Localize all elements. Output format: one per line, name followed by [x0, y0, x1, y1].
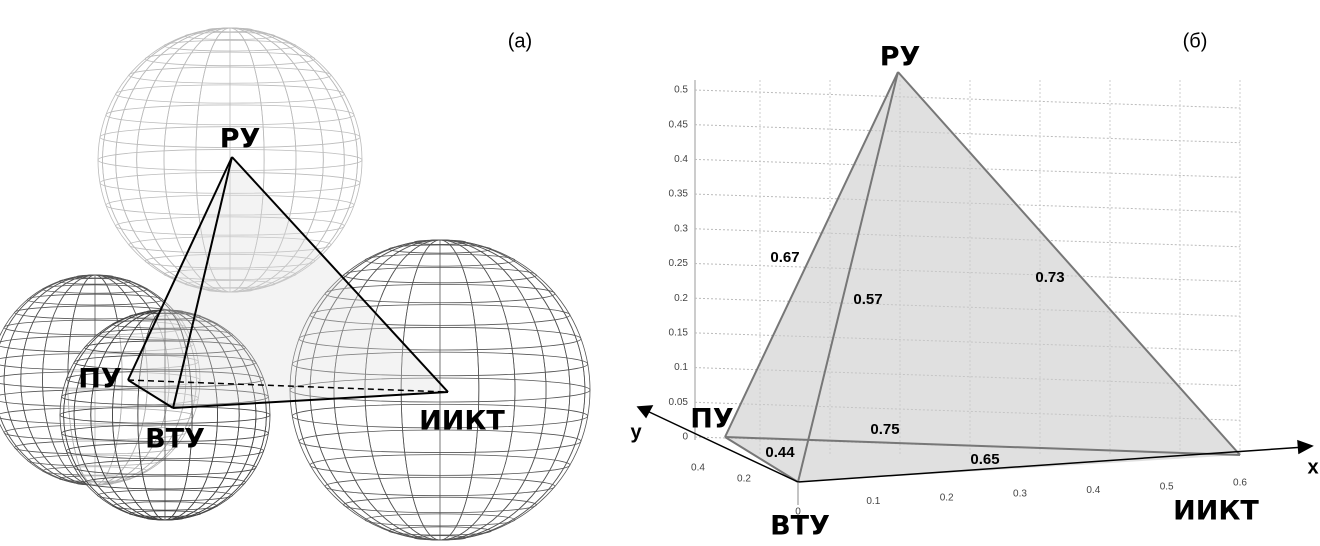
grid-line	[695, 90, 1240, 108]
axis-label: x	[1307, 456, 1318, 478]
edge-label: 0.75	[870, 421, 899, 438]
z-tick-label: 0.45	[669, 119, 689, 130]
vertex-label: ПУ	[690, 404, 734, 435]
edge-label: 0.57	[853, 291, 882, 308]
axis-label: y	[630, 421, 642, 443]
arrow	[1298, 441, 1312, 453]
vertex-label: ПУ	[78, 364, 122, 395]
edge-label: 0.73	[1035, 269, 1064, 286]
z-tick-label: 0.05	[669, 397, 689, 408]
z-tick-label: 0.4	[674, 154, 688, 165]
z-tick-label: 0.1	[674, 362, 688, 373]
vertex-label: ИИКТ	[419, 406, 505, 437]
x-tick-label: 0.2	[940, 492, 954, 503]
panel-label: (б)	[1183, 30, 1208, 52]
vertex-label: ИИКТ	[1173, 496, 1259, 527]
x-tick-label: 0.4	[1086, 485, 1100, 496]
x-tick-label: 0.5	[1160, 481, 1174, 492]
edge-label: 0.44	[765, 444, 795, 461]
edge-label: 0.65	[970, 451, 999, 468]
vertex-label: ВТУ	[770, 511, 830, 542]
figure: (а) РУ ПУ ВТУ ИИКТ 0 0.05 0.1 0.15 0.2 0.25 0.…	[0, 0, 1320, 546]
z-tick-label: 0.25	[669, 258, 689, 269]
x-tick-label: 0.1	[866, 496, 880, 507]
z-tick-label: 0.15	[669, 328, 689, 339]
z-tick-label: 0.2	[674, 293, 688, 304]
z-tick-label: 0	[682, 432, 688, 443]
grid-line	[695, 125, 1240, 143]
vertex-label: РУ	[220, 124, 261, 155]
z-tick-label: 0.3	[674, 223, 688, 234]
x-tick-label: 0.6	[1233, 478, 1247, 489]
z-tick-label: 0.35	[669, 189, 689, 200]
y-tick-label: 0.2	[737, 474, 751, 485]
edge-label: 0.67	[770, 249, 799, 266]
z-tick-label: 0.5	[674, 85, 688, 96]
x-tick-label: 0.3	[1013, 489, 1027, 500]
vertex-label: РУ	[880, 42, 921, 73]
tetra-fill	[725, 72, 1240, 482]
vertex-label: ВТУ	[145, 424, 205, 455]
y-tick-label: 0.4	[691, 463, 705, 474]
panel-label: (а)	[508, 30, 532, 52]
